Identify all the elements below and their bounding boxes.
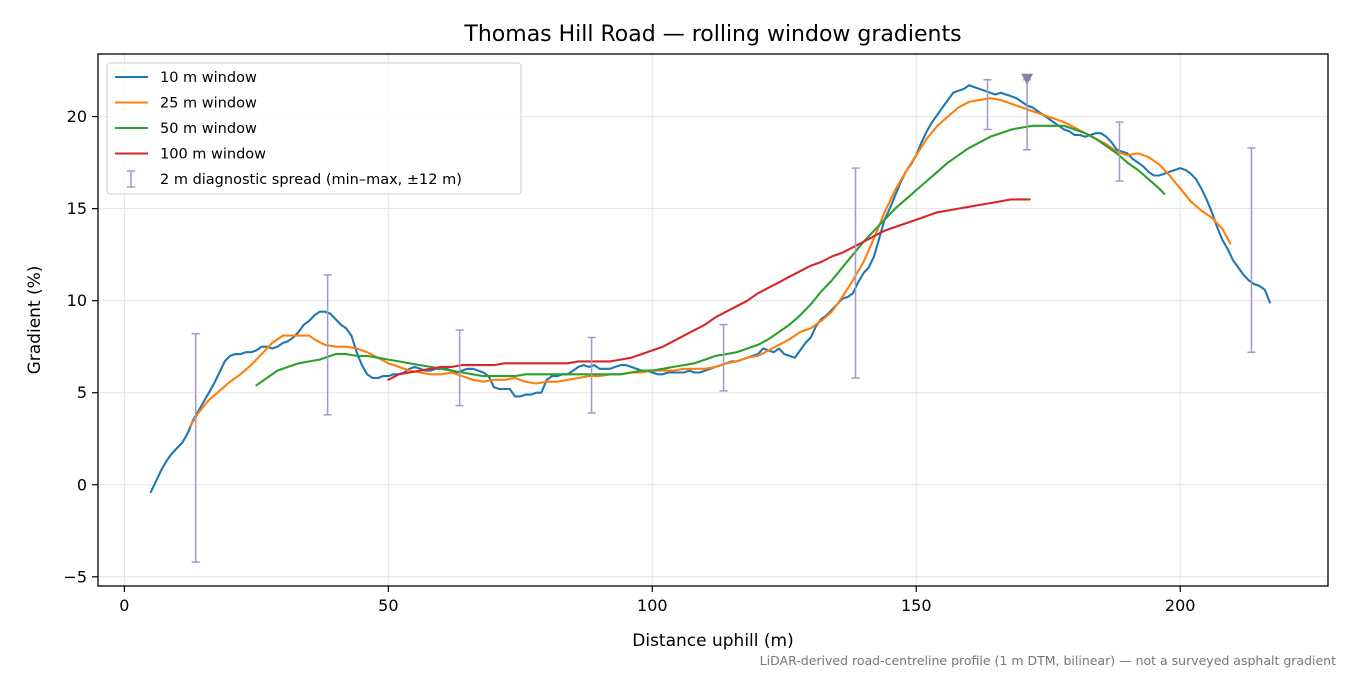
y-tick-label: −5: [63, 567, 87, 586]
footnote: LiDAR-derived road-centreline profile (1…: [760, 653, 1336, 668]
diagnostic-errorbar: [587, 336, 596, 414]
diagnostic-errorbar: [983, 79, 992, 131]
legend-box: [106, 62, 522, 195]
y-tick-label: 15: [67, 199, 87, 218]
diagnostic-errorbar: [851, 167, 860, 379]
x-axis-label: Distance uphill (m): [632, 631, 793, 651]
y-tick-label: 5: [77, 383, 87, 402]
diagnostic-errorbar: [1115, 121, 1124, 182]
x-tick-label: 100: [637, 596, 668, 615]
diagnostic-errorbar: [191, 333, 200, 563]
series-group: [149, 84, 1271, 494]
marker-group: [1021, 73, 1034, 85]
y-axis-label: Gradient (%): [25, 266, 45, 375]
diagnostic-spread-group: [191, 79, 1256, 563]
axis-ticks: 0 50 100 150 200 −5 0 5 10 15 20: [63, 107, 1195, 615]
plot-frame: [97, 53, 1329, 587]
x-tick-label: 150: [901, 596, 932, 615]
peak-marker: [1021, 73, 1034, 85]
x-tick-label: 200: [1165, 596, 1196, 615]
legend-label-5: 2 m diagnostic spread (min–max, ±12 m): [160, 172, 462, 188]
series-line-2: [189, 97, 1232, 427]
x-tick-label: 0: [119, 596, 129, 615]
chart-title: Thomas Hill Road — rolling window gradie…: [463, 22, 961, 47]
series-line-4: [387, 198, 1031, 381]
legend-label-3: 50 m window: [160, 121, 257, 137]
legend-label-2: 25 m window: [160, 96, 257, 112]
legend-swatch-errorbar: [127, 170, 135, 188]
diagnostic-errorbar: [323, 274, 332, 416]
diagnostic-errorbar: [1247, 147, 1256, 353]
y-tick-label: 20: [67, 107, 87, 126]
legend-label-4: 100 m window: [160, 147, 266, 163]
diagnostic-errorbar: [455, 329, 464, 407]
y-tick-label: 0: [77, 475, 87, 494]
legend: 10 m window 25 m window 50 m window 100 m w…: [106, 62, 522, 195]
legend-label-1: 10 m window: [160, 70, 257, 86]
diagnostic-errorbar: [719, 323, 728, 392]
x-tick-label: 50: [378, 596, 398, 615]
y-tick-label: 10: [67, 291, 87, 310]
series-line-3: [255, 124, 1166, 387]
